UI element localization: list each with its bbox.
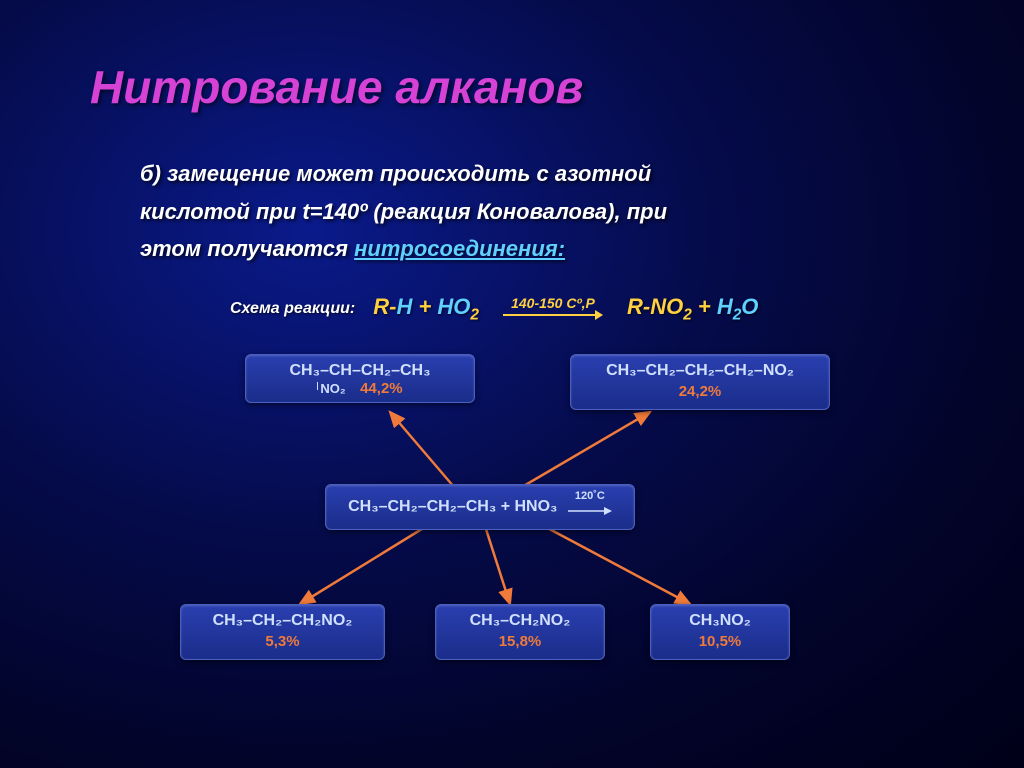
diagram-arrow-4 xyxy=(540,524,690,604)
arrow-icon xyxy=(503,307,603,323)
product-box-1: CH₃–CH₂–CH₂–CH₂–NO₂24,2% xyxy=(570,354,830,410)
body-line-2: кислотой при t=140º (реакция Коновалова)… xyxy=(140,197,934,227)
body-line-1: б) замещение может происходить с азотной xyxy=(140,159,934,189)
body-line-3a: этом получаются xyxy=(140,236,354,261)
product-box-4: CH₃NO₂10,5% xyxy=(650,604,790,660)
diagram-arrow-1 xyxy=(510,412,650,494)
reaction-arrow: 140-150 Сº,P xyxy=(503,295,603,323)
reaction-scheme: Схема реакции: R-H + HO2 140-150 Сº,P R-… xyxy=(230,294,934,324)
products-diagram: CH₃–CH₂–CH₂–CH₃ + HNO₃ 120˚C CH₃–CH–CH₂–… xyxy=(90,354,934,674)
slide-title: Нитрование алканов xyxy=(90,60,934,114)
product-box-3: CH₃–CH₂NO₂15,8% xyxy=(435,604,605,660)
scheme-rhs: R-NO2 + H2O xyxy=(627,294,758,324)
product-box-0: CH₃–CH–CH₂–CH₃NO₂ 44,2% xyxy=(245,354,475,402)
diagram-arrow-0 xyxy=(390,412,460,494)
product-box-2: CH₃–CH₂–CH₂NO₂5,3% xyxy=(180,604,385,660)
diagram-arrow-3 xyxy=(485,526,510,604)
diagram-arrow-2 xyxy=(300,524,430,604)
center-reagent-box: CH₃–CH₂–CH₂–CH₃ + HNO₃ 120˚C xyxy=(325,484,635,530)
scheme-label: Схема реакции: xyxy=(230,300,355,318)
center-formula: CH₃–CH₂–CH₂–CH₃ + HNO₃ xyxy=(348,499,557,516)
center-condition: 120˚C xyxy=(568,491,612,502)
scheme-lhs: R-H + HO2 xyxy=(373,294,479,324)
nitrosoedineniya-link: нитросоединения: xyxy=(354,236,565,261)
body-line-3: этом получаются нитросоединения: xyxy=(140,234,934,264)
